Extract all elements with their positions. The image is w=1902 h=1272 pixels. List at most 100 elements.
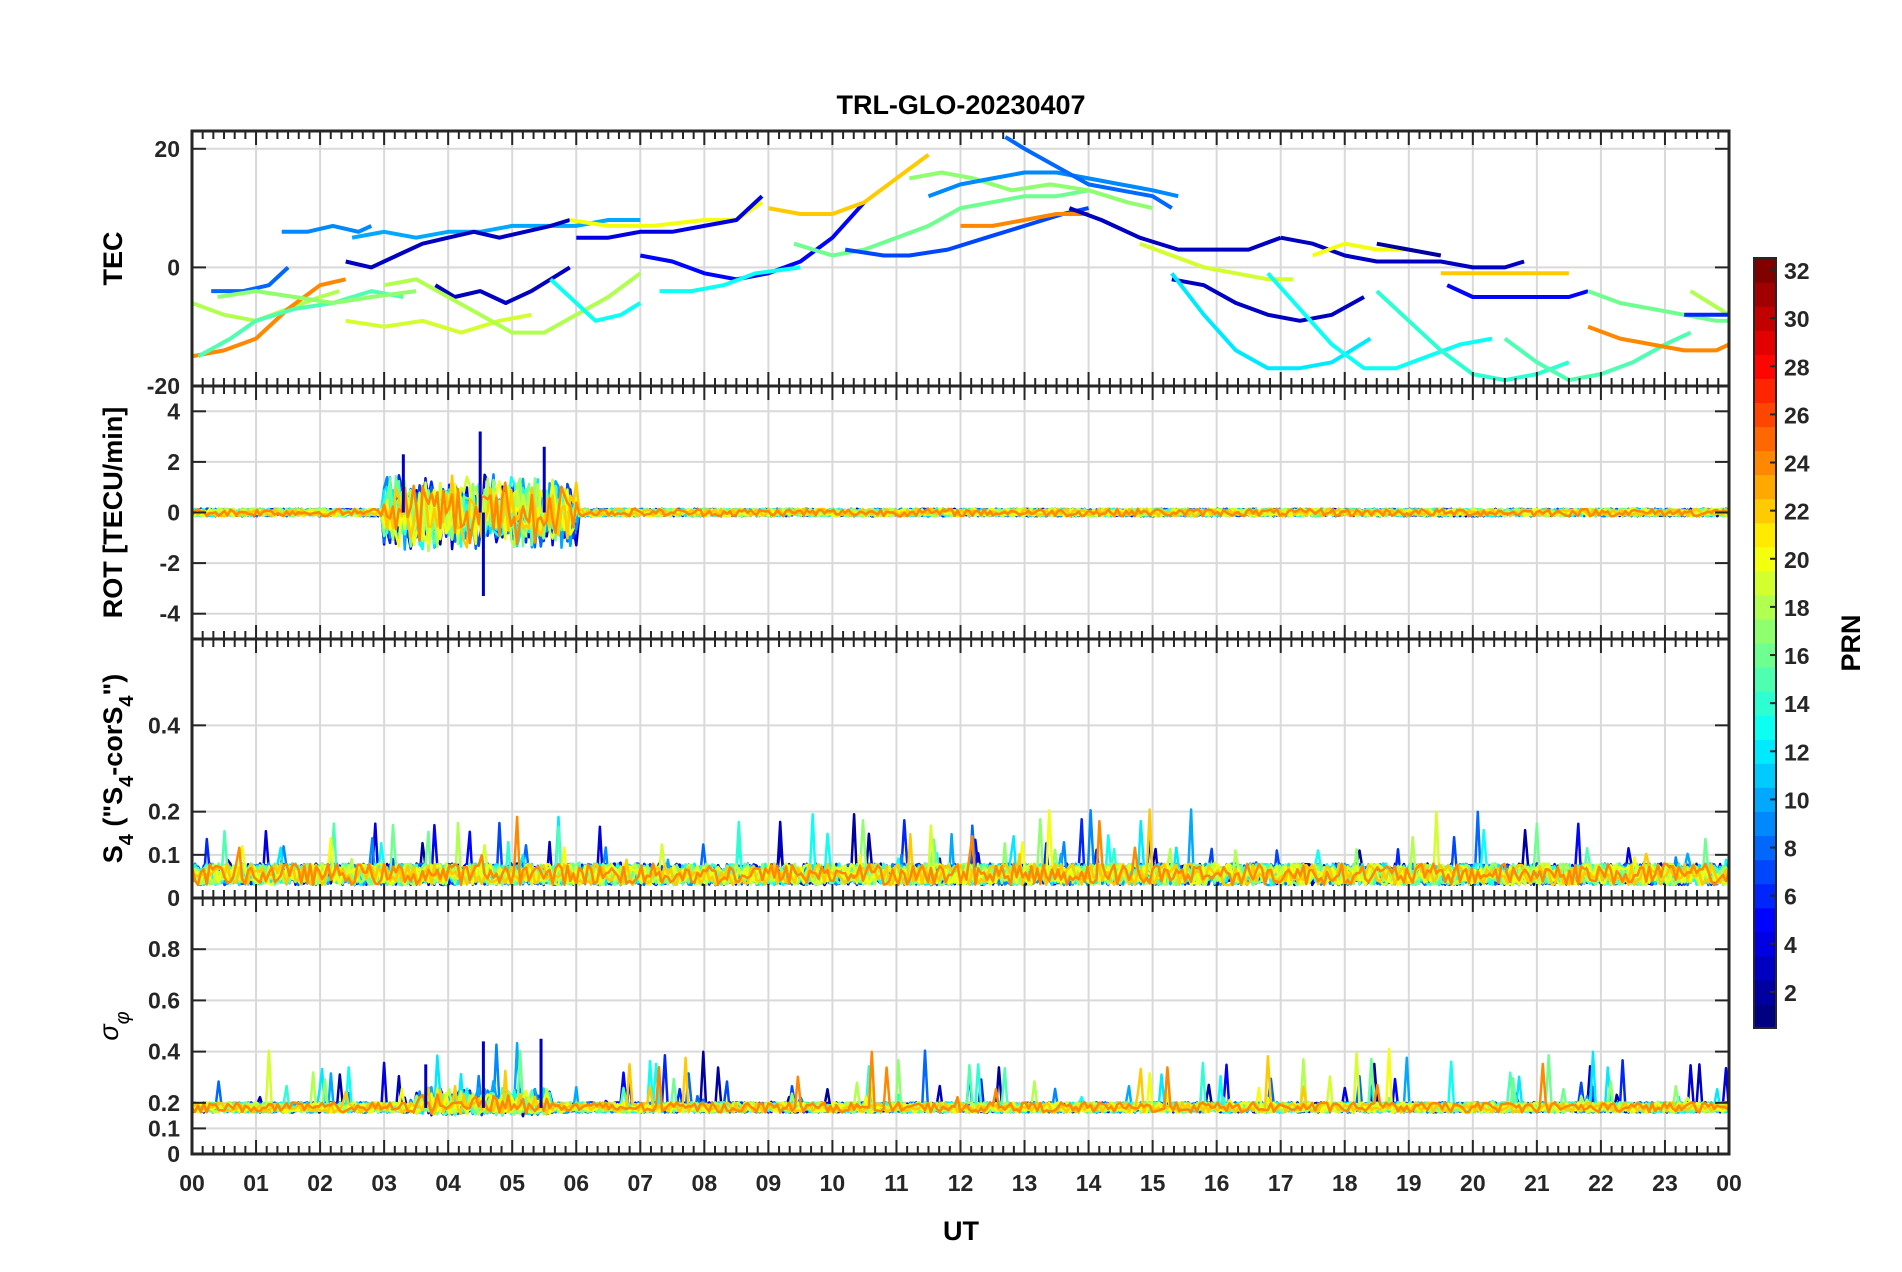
tec-trace-prn-3 bbox=[434, 265, 571, 305]
colorbar-swatch bbox=[1754, 859, 1776, 885]
x-tick-label: 07 bbox=[627, 1170, 653, 1196]
colorbar-swatch bbox=[1754, 282, 1776, 307]
tec-trace-prn-3 bbox=[1171, 277, 1365, 323]
colorbar-swatch bbox=[1754, 258, 1776, 283]
colorbar-swatch bbox=[1754, 811, 1776, 837]
x-tick-label: 05 bbox=[499, 1170, 525, 1196]
y-axis-label-s4: S4 ("S4-corS4") bbox=[98, 674, 138, 864]
y-axis-label-tec: TEC bbox=[98, 232, 128, 286]
panel-tec: -20 0 20 TEC bbox=[98, 129, 1731, 399]
colorbar-tick-label: 30 bbox=[1784, 306, 1810, 332]
colorbar-tick-label: 10 bbox=[1784, 787, 1810, 813]
tec-trace-prn-13 bbox=[1266, 271, 1493, 371]
colorbar-swatch bbox=[1754, 643, 1776, 668]
x-tick-label: 01 bbox=[243, 1170, 269, 1196]
rot-trace-prn-22 bbox=[192, 474, 1729, 549]
colorbar-swatch bbox=[1754, 667, 1776, 692]
panel-tec-traces bbox=[192, 135, 1729, 383]
tec-trace-prn-19 bbox=[345, 312, 532, 335]
colorbar-tick-label: 16 bbox=[1784, 643, 1810, 669]
tec-trace-prn-17 bbox=[217, 289, 417, 305]
colorbar-tick-label: 20 bbox=[1784, 547, 1810, 573]
colorbar-tick-label: 14 bbox=[1784, 691, 1810, 717]
colorbar-swatch bbox=[1754, 883, 1776, 909]
y-axis-label-sigma_phi: σφ bbox=[94, 1011, 134, 1040]
x-tick-label: 16 bbox=[1204, 1170, 1230, 1196]
colorbar-tick-label: 4 bbox=[1784, 932, 1797, 958]
x-tick-label: 10 bbox=[820, 1170, 846, 1196]
chart-title: TRL-GLO-20230407 bbox=[836, 90, 1085, 120]
y-tick-label: 2 bbox=[167, 449, 180, 475]
y-tick-label: 0.1 bbox=[148, 842, 180, 868]
colorbar-swatch bbox=[1754, 546, 1776, 572]
colorbar-swatch bbox=[1754, 763, 1776, 788]
x-tick-label: 21 bbox=[1524, 1170, 1550, 1196]
tec-trace-prn-8 bbox=[211, 265, 290, 294]
sigma_phi-trace-prn-24 bbox=[192, 1050, 1729, 1115]
tec-trace-prn-9 bbox=[281, 223, 373, 234]
tec-trace-prn-24 bbox=[1587, 324, 1729, 353]
x-tick-label: 23 bbox=[1652, 1170, 1678, 1196]
colorbar-swatch bbox=[1754, 354, 1776, 379]
y-tick-label: 4 bbox=[167, 398, 180, 424]
panel-rot-traces bbox=[192, 431, 1729, 596]
colorbar-swatch bbox=[1754, 594, 1776, 620]
colorbar-swatch bbox=[1754, 787, 1776, 813]
colorbar-swatch bbox=[1754, 907, 1776, 933]
colorbar-label: PRN bbox=[1836, 614, 1866, 671]
y-tick-label: 0.8 bbox=[148, 936, 180, 962]
y-tick-label: 20 bbox=[154, 136, 180, 162]
x-tick-label: 14 bbox=[1076, 1170, 1102, 1196]
x-tick-label: 00 bbox=[179, 1170, 205, 1196]
y-tick-label: 0.2 bbox=[148, 799, 180, 825]
tec-trace-prn-13 bbox=[549, 277, 642, 323]
y-tick-label: 0.6 bbox=[148, 987, 180, 1013]
colorbar-swatch bbox=[1754, 955, 1776, 981]
x-tick-label: 17 bbox=[1268, 1170, 1294, 1196]
colorbar-swatch bbox=[1754, 931, 1776, 957]
colorbar-tick-label: 18 bbox=[1784, 595, 1810, 621]
x-tick-label: 15 bbox=[1140, 1170, 1166, 1196]
colorbar-tick-label: 32 bbox=[1784, 258, 1810, 284]
tec-trace-prn-2 bbox=[1376, 241, 1442, 258]
colorbar-swatch bbox=[1754, 739, 1776, 764]
panel-s4: 0 0.1 0.2 0.4 S4 ("S4-corS4") bbox=[98, 637, 1731, 911]
tec-trace-prn-17 bbox=[908, 170, 1154, 211]
x-tick-label: 20 bbox=[1460, 1170, 1486, 1196]
y-tick-label: 0.4 bbox=[148, 1039, 180, 1065]
x-tick-label: 22 bbox=[1588, 1170, 1614, 1196]
x-tick-label: 19 bbox=[1396, 1170, 1422, 1196]
y-tick-label: -2 bbox=[160, 550, 180, 576]
tec-trace-prn-3 bbox=[1280, 235, 1525, 270]
x-tick-label: 02 bbox=[307, 1170, 333, 1196]
x-tick-label: 13 bbox=[1012, 1170, 1038, 1196]
tec-trace-prn-16 bbox=[1587, 289, 1729, 323]
tec-trace-prn-3 bbox=[345, 218, 571, 270]
colorbar-swatch bbox=[1754, 330, 1776, 355]
colorbar-frame bbox=[1753, 257, 1777, 1029]
rot-trace-prn-24 bbox=[192, 481, 1729, 545]
x-tick-label: 18 bbox=[1332, 1170, 1358, 1196]
y-tick-label: -4 bbox=[160, 601, 181, 627]
x-tick-label: 03 bbox=[371, 1170, 397, 1196]
colorbar-swatch bbox=[1754, 378, 1776, 403]
y-tick-label: 0 bbox=[167, 254, 180, 280]
tec-trace-prn-18 bbox=[383, 271, 642, 335]
colorbar-swatch bbox=[1754, 450, 1776, 476]
y-tick-label: 0.4 bbox=[148, 712, 180, 738]
s4-trace-prn-24 bbox=[192, 815, 1729, 887]
colorbar-swatch bbox=[1754, 522, 1776, 548]
x-axis-label: UT bbox=[943, 1216, 979, 1246]
tec-trace-prn-3 bbox=[1068, 206, 1282, 252]
tec-trace-prn-15 bbox=[197, 289, 404, 359]
panel-sigma_phi-traces bbox=[192, 1038, 1729, 1118]
colorbar-swatch bbox=[1754, 426, 1776, 452]
colorbar-swatch bbox=[1754, 618, 1776, 644]
tec-trace-prn-13 bbox=[659, 265, 801, 294]
colorbar-swatch bbox=[1754, 474, 1776, 500]
colorbar-tick-label: 8 bbox=[1784, 836, 1797, 862]
colorbar-swatch bbox=[1754, 498, 1776, 524]
y-tick-label: 0 bbox=[167, 885, 180, 911]
y-tick-label: -20 bbox=[147, 373, 180, 399]
